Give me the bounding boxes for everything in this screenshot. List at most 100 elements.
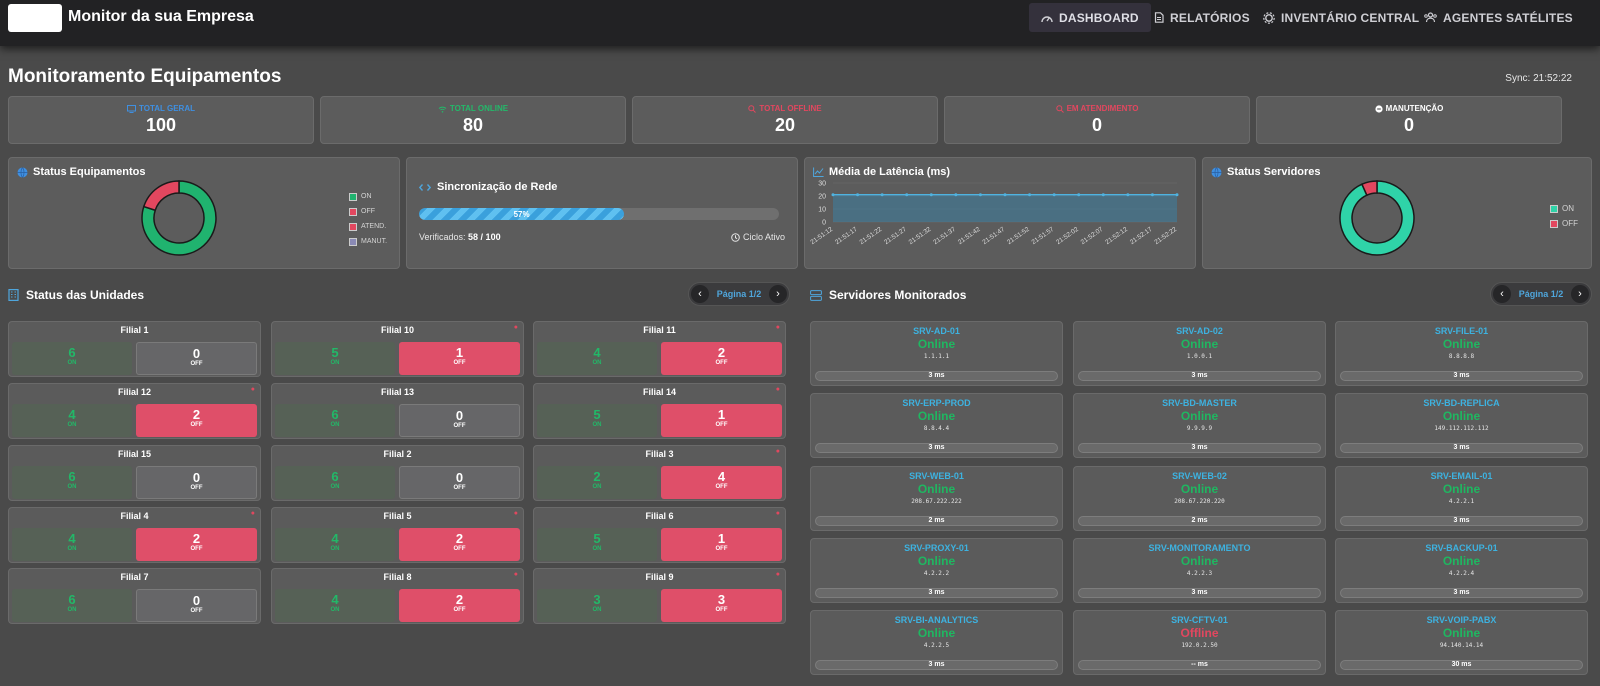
donut-slice-off[interactable]	[1360, 180, 1378, 197]
units-prev-button[interactable]: ‹	[691, 285, 709, 303]
nav-satellite-agents[interactable]: AGENTES SATÉLITES	[1412, 3, 1585, 32]
x-tick-label: 21:52:07	[1080, 226, 1105, 246]
unit-on-label: ON	[592, 422, 602, 428]
unit-name: Filial 12	[117, 387, 152, 397]
latency-point[interactable]	[1028, 193, 1032, 197]
unit-off-value: 0	[192, 593, 201, 608]
unit-card[interactable]: Filial 11 ● 4 ON 2 OFF	[533, 321, 786, 377]
latency-point[interactable]	[1077, 193, 1081, 197]
unit-off-count: 0 OFF	[136, 466, 257, 499]
latency-point[interactable]	[1052, 193, 1056, 197]
monitor-icon	[127, 104, 136, 113]
server-card[interactable]: SRV-CFTV-01 Offline 192.0.2.50 -- ms	[1073, 610, 1326, 675]
unit-card[interactable]: Filial 7 6 ON 0 OFF	[8, 568, 261, 624]
server-name: SRV-BI-ANALYTICS	[894, 615, 979, 625]
unit-off-value: 2	[455, 531, 464, 546]
unit-off-value: 3	[717, 592, 726, 607]
latency-point[interactable]	[1126, 193, 1130, 197]
unit-on-value: 4	[593, 345, 601, 360]
unit-on-value: 4	[331, 592, 339, 607]
server-card[interactable]: SRV-BD-REPLICA Online 149.112.112.112 3 ms	[1335, 393, 1588, 458]
nav-dashboard[interactable]: DASHBOARD	[1029, 3, 1151, 32]
server-donut-chart	[1339, 180, 1415, 256]
x-tick-label: 21:51:52	[1006, 226, 1031, 246]
latency-point[interactable]	[831, 193, 835, 197]
legend-item-on[interactable]: ON	[1550, 201, 1578, 216]
unit-on-value: 6	[68, 469, 76, 484]
latency-point[interactable]	[905, 193, 909, 197]
unit-card[interactable]: Filial 8 ● 4 ON 2 OFF	[271, 568, 524, 624]
server-card[interactable]: SRV-PROXY-01 Online 4.2.2.2 3 ms	[810, 538, 1063, 603]
server-card[interactable]: SRV-WEB-01 Online 208.67.222.222 2 ms	[810, 466, 1063, 531]
unit-card[interactable]: Filial 13 6 ON 0 OFF	[271, 383, 524, 439]
unit-on-label: ON	[330, 422, 340, 428]
unit-on-count: 6 ON	[12, 466, 132, 499]
server-card[interactable]: SRV-ERP-PROD Online 8.8.4.4 3 ms	[810, 393, 1063, 458]
servers-prev-button[interactable]: ‹	[1493, 285, 1511, 303]
stat-total-online: TOTAL ONLINE 80	[320, 96, 626, 144]
unit-on-label: ON	[67, 546, 77, 552]
donut-slice-off[interactable]	[142, 180, 180, 212]
units-next-button[interactable]: ›	[769, 285, 787, 303]
server-status: Online	[1442, 626, 1481, 640]
nav-inventory[interactable]: INVENTÁRIO CENTRAL	[1251, 3, 1431, 32]
servers-next-button[interactable]: ›	[1571, 285, 1589, 303]
unit-on-count: 5 ON	[537, 404, 657, 437]
unit-on-value: 2	[593, 469, 601, 484]
server-card[interactable]: SRV-WEB-02 Online 208.67.220.220 2 ms	[1073, 466, 1326, 531]
latency-point[interactable]	[880, 193, 884, 197]
server-card[interactable]: SRV-VOIP-PABX Online 94.140.14.14 30 ms	[1335, 610, 1588, 675]
server-card[interactable]: SRV-FILE-01 Online 8.8.8.8 3 ms	[1335, 321, 1588, 386]
legend-item-manut[interactable]: MANUT.	[349, 234, 387, 249]
latency-point[interactable]	[929, 193, 933, 197]
unit-card[interactable]: Filial 2 6 ON 0 OFF	[271, 445, 524, 501]
legend-item-on[interactable]: ON	[349, 189, 387, 204]
server-card[interactable]: SRV-BACKUP-01 Online 4.2.2.4 3 ms	[1335, 538, 1588, 603]
unit-off-value: 1	[455, 345, 464, 360]
server-ip: 208.67.222.222	[911, 498, 962, 505]
server-card[interactable]: SRV-BD-MASTER Online 9.9.9.9 3 ms	[1073, 393, 1326, 458]
server-card[interactable]: SRV-EMAIL-01 Online 4.2.2.1 3 ms	[1335, 466, 1588, 531]
unit-card[interactable]: Filial 3 ● 2 ON 4 OFF	[533, 445, 786, 501]
units-pager: ‹ Página 1/2 ›	[688, 282, 790, 306]
latency-point[interactable]	[1175, 193, 1179, 197]
nav-reports[interactable]: RELATÓRIOS	[1142, 3, 1262, 32]
donut-slice-on[interactable]	[1339, 180, 1415, 256]
unit-card[interactable]: Filial 14 ● 5 ON 1 OFF	[533, 383, 786, 439]
unit-off-label: OFF	[715, 607, 728, 613]
legend-item-off[interactable]: OFF	[349, 204, 387, 219]
latency-point[interactable]	[978, 193, 982, 197]
server-card[interactable]: SRV-BI-ANALYTICS Online 4.2.2.5 3 ms	[810, 610, 1063, 675]
latency-point[interactable]	[1101, 193, 1105, 197]
legend-item-off[interactable]: OFF	[1550, 216, 1578, 231]
latency-point[interactable]	[856, 193, 860, 197]
unit-card[interactable]: Filial 6 ● 5 ON 1 OFF	[533, 507, 786, 563]
unit-card[interactable]: Filial 5 ● 4 ON 2 OFF	[271, 507, 524, 563]
legend-swatch	[1550, 219, 1558, 228]
unit-card[interactable]: Filial 12 ● 4 ON 2 OFF	[8, 383, 261, 439]
stat-in-service-label: EM ATENDIMENTO	[1066, 104, 1139, 113]
unit-card[interactable]: Filial 1 6 ON 0 OFF	[8, 321, 261, 377]
server-card[interactable]: SRV-MONITORAMENTO Online 4.2.2.3 3 ms	[1073, 538, 1326, 603]
server-status: Offline	[1180, 626, 1219, 640]
server-card[interactable]: SRV-AD-01 Online 1.1.1.1 3 ms	[810, 321, 1063, 386]
unit-card[interactable]: Filial 15 6 ON 0 OFF	[8, 445, 261, 501]
unit-off-label: OFF	[190, 608, 203, 614]
server-card[interactable]: SRV-AD-02 Online 1.0.0.1 3 ms	[1073, 321, 1326, 386]
latency-point[interactable]	[954, 193, 958, 197]
unit-off-value: 1	[717, 531, 726, 546]
server-status: Online	[1180, 337, 1219, 351]
company-logo[interactable]	[8, 4, 62, 32]
unit-off-count: 2 OFF	[136, 528, 257, 561]
unit-on-value: 6	[331, 407, 339, 422]
server-ip: 4.2.2.4	[1448, 570, 1475, 577]
unit-card[interactable]: Filial 9 ● 3 ON 3 OFF	[533, 568, 786, 624]
unit-card[interactable]: Filial 10 ● 5 ON 1 OFF	[271, 321, 524, 377]
legend-label: ATEND.	[361, 223, 387, 230]
latency-point[interactable]	[1003, 193, 1007, 197]
legend-item-atend[interactable]: ATEND.	[349, 219, 387, 234]
donut-slice-on[interactable]	[141, 180, 217, 256]
unit-card[interactable]: Filial 4 ● 4 ON 2 OFF	[8, 507, 261, 563]
legend-swatch	[349, 192, 357, 201]
latency-point[interactable]	[1150, 193, 1154, 197]
